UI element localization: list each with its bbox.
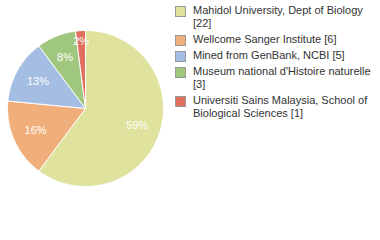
- svg-text:16%: 16%: [25, 124, 47, 136]
- html-text:Mined from GenBank, NCBI [5]: Mined from GenBank, NCBI [5]: [193, 49, 345, 61]
- html-text:Wellcome Sanger Institute [6]: Wellcome Sanger Institute [6]: [193, 33, 337, 45]
- html-text:Universiti Sains Malaysia, Sch: Universiti Sains Malaysia, School of Bio…: [193, 94, 368, 119]
- svg-text:2%: 2%: [73, 35, 89, 47]
- svg-text:8%: 8%: [57, 51, 73, 63]
- html-text:Museum national d'Histoire nat: Museum national d'Histoire naturelle [3]: [193, 65, 371, 90]
- svg-text:59%: 59%: [126, 119, 148, 131]
- svg-text:13%: 13%: [27, 75, 49, 87]
- html-text:Mahidol University, Dept of Bi: Mahidol University, Dept of Biology [22]: [193, 4, 363, 29]
